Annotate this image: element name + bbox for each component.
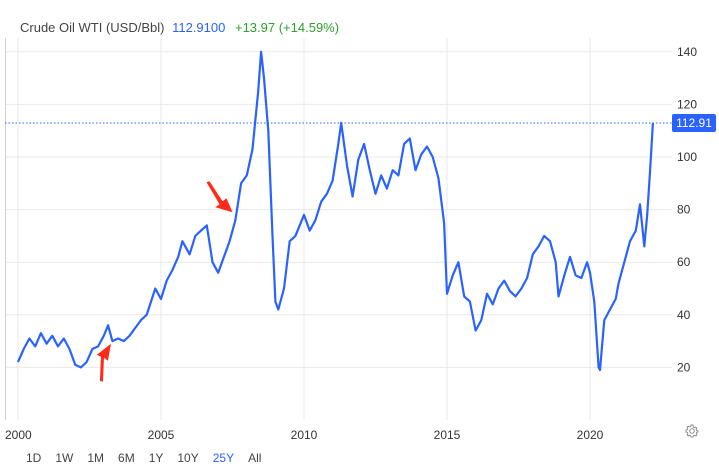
y-tick-label: 140 — [677, 45, 697, 59]
current-price-badge-label: 112.91 — [676, 116, 712, 130]
annotation-arrow-2003 — [96, 343, 111, 382]
range-option-1m[interactable]: 1M — [87, 451, 105, 465]
gear-icon[interactable] — [684, 423, 700, 439]
range-option-6m[interactable]: 6M — [118, 451, 135, 465]
chart-header: Crude Oil WTI (USD/Bbl) 112.9100 +13.97 … — [20, 20, 339, 35]
price-series-line — [16, 50, 654, 372]
y-tick-label: 100 — [677, 150, 697, 164]
instrument-title: Crude Oil WTI (USD/Bbl) — [20, 20, 165, 35]
range-option-25y[interactable]: 25Y — [212, 451, 235, 465]
y-tick-label: 20 — [677, 360, 691, 374]
range-option-10y[interactable]: 10Y — [177, 451, 199, 465]
time-range-selector: 1D 1W 1M 6M 1Y 10Y 25Y All — [26, 451, 275, 465]
annotation-arrow-2007 — [206, 181, 233, 213]
x-tick-label: 2015 — [434, 428, 461, 442]
x-tick-label: 2005 — [148, 428, 175, 442]
range-option-1d[interactable]: 1D — [26, 451, 42, 465]
range-option-1y[interactable]: 1Y — [148, 451, 164, 465]
y-tick-label: 80 — [677, 203, 691, 217]
x-tick-label: 2020 — [577, 428, 604, 442]
y-tick-label: 120 — [677, 97, 697, 111]
current-price-badge — [672, 114, 716, 133]
y-tick-label: 40 — [677, 308, 691, 322]
price-change: +13.97 (+14.59%) — [234, 20, 340, 35]
y-tick-label: 60 — [677, 255, 691, 269]
range-option-all[interactable]: All — [248, 451, 262, 465]
range-option-1w[interactable]: 1W — [55, 451, 74, 465]
current-price: 112.9100 — [172, 20, 226, 35]
x-tick-label: 2000 — [5, 428, 32, 442]
x-tick-label: 2010 — [291, 428, 318, 442]
